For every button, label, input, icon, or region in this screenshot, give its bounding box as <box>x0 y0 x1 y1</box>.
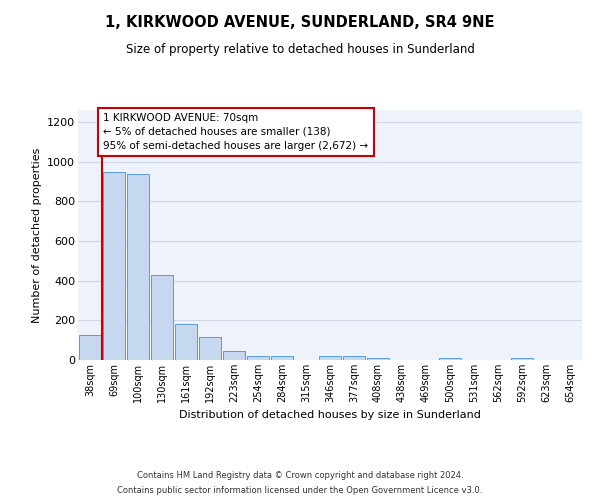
Bar <box>367 358 389 360</box>
Bar <box>127 174 149 360</box>
Text: Size of property relative to detached houses in Sunderland: Size of property relative to detached ho… <box>125 42 475 56</box>
Bar <box>175 324 197 360</box>
Bar <box>79 335 101 360</box>
Bar <box>511 358 533 360</box>
Bar <box>151 274 173 360</box>
Bar <box>271 356 293 360</box>
Bar <box>223 351 245 360</box>
Text: 1, KIRKWOOD AVENUE, SUNDERLAND, SR4 9NE: 1, KIRKWOOD AVENUE, SUNDERLAND, SR4 9NE <box>105 15 495 30</box>
Bar <box>103 172 125 360</box>
Bar <box>247 356 269 360</box>
Bar <box>319 356 341 360</box>
Bar <box>343 356 365 360</box>
Y-axis label: Number of detached properties: Number of detached properties <box>32 148 41 322</box>
Text: Contains public sector information licensed under the Open Government Licence v3: Contains public sector information licen… <box>118 486 482 495</box>
Text: 1 KIRKWOOD AVENUE: 70sqm
← 5% of detached houses are smaller (138)
95% of semi-d: 1 KIRKWOOD AVENUE: 70sqm ← 5% of detache… <box>103 113 368 151</box>
X-axis label: Distribution of detached houses by size in Sunderland: Distribution of detached houses by size … <box>179 410 481 420</box>
Bar <box>199 337 221 360</box>
Text: Contains HM Land Registry data © Crown copyright and database right 2024.: Contains HM Land Registry data © Crown c… <box>137 471 463 480</box>
Bar <box>439 358 461 360</box>
